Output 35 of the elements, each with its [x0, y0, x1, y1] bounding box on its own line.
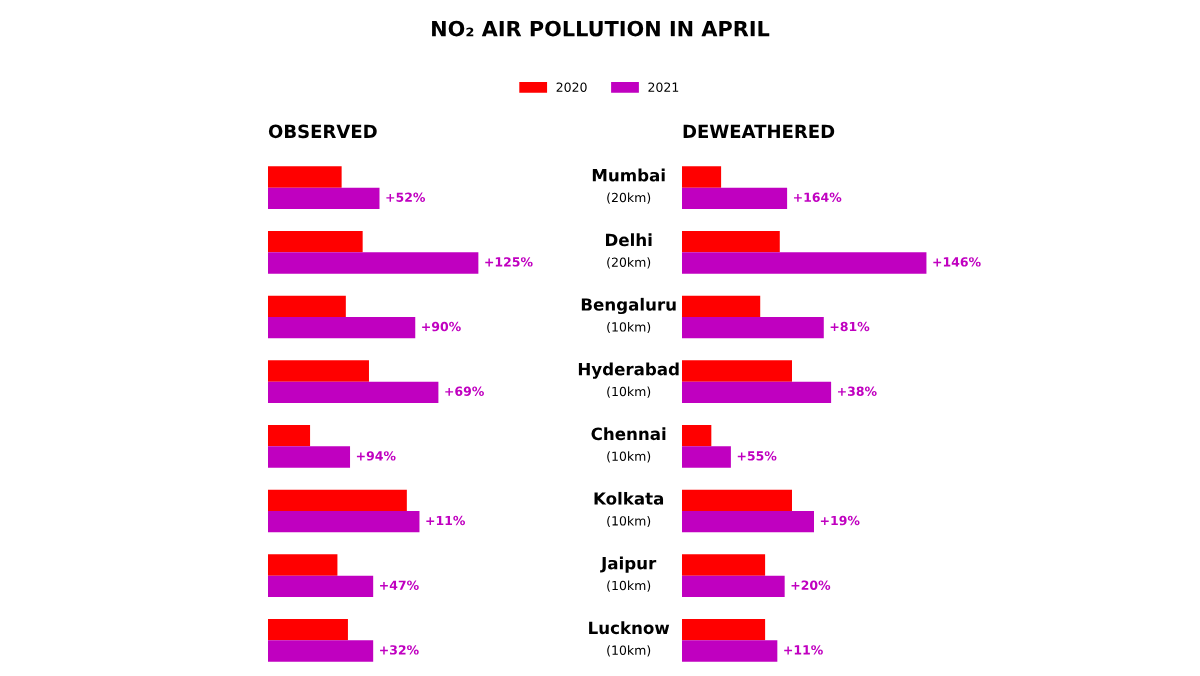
chart-subtitle: DEWEATHERED: [683, 124, 835, 138]
bar: [268, 575, 374, 597]
bar: [682, 230, 780, 253]
bar: [682, 166, 722, 188]
bar: [682, 489, 792, 511]
bar: [682, 618, 766, 641]
bar: [682, 575, 785, 597]
bar: [268, 360, 369, 382]
bar: [268, 295, 346, 317]
chart-subtitle: OBSERVED: [268, 124, 377, 139]
bar: [682, 381, 832, 403]
bar: [268, 554, 338, 576]
bar: [682, 554, 766, 576]
bar: [682, 510, 814, 533]
bar: [268, 424, 311, 447]
bar: [268, 446, 351, 468]
bar: [268, 166, 342, 188]
bar: [268, 230, 363, 253]
bar: [268, 252, 479, 274]
bar: [682, 295, 761, 317]
bar: [682, 424, 712, 447]
bar: [268, 640, 374, 662]
text: NO₂ AIR POLLUTION IN APRIL: [432, 20, 770, 37]
bar: [682, 187, 788, 209]
bar: [268, 510, 420, 533]
bar: [268, 187, 380, 209]
bar: [268, 316, 416, 339]
bar: [268, 489, 407, 511]
bar: [682, 316, 824, 339]
bar: [682, 640, 778, 662]
bar: [682, 360, 792, 382]
bar: [268, 381, 439, 403]
bar: [682, 446, 731, 468]
bar: [268, 618, 348, 641]
bar: [682, 252, 927, 274]
